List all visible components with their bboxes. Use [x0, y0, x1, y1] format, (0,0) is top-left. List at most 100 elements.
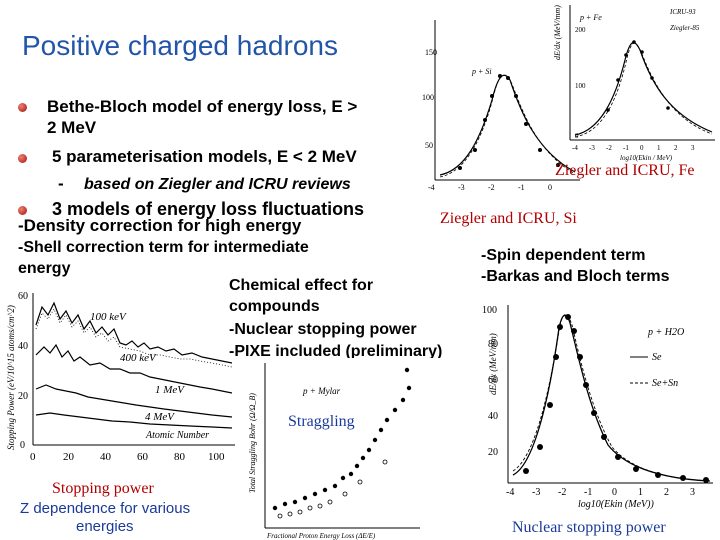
item-chemical-effect: Chemical effect for — [229, 277, 374, 294]
nuclear-curve-dashed — [512, 314, 711, 482]
bullet-bethe-bloch: Bethe-Bloch model of energy loss, E > — [47, 97, 358, 116]
fe-ytick-200: 200 — [575, 26, 586, 34]
bullet-icon — [18, 154, 27, 163]
bullet-parameterisation: 5 parameterisation models, E < 2 MeV — [52, 147, 357, 166]
curve-400kev — [35, 343, 233, 394]
caption-ziegler-icru-si: Ziegler and ICRU, Si — [440, 210, 577, 227]
item-pixe: -PIXE included (preliminary) — [229, 343, 443, 358]
stopping-xtick-40: 40 — [100, 451, 112, 463]
nuclear-legend-se-sn: Se+Sn — [652, 378, 678, 389]
nuclear-xtick-m1: -1 — [584, 487, 592, 498]
plot-si-fe: 150 100 50 -4 -3 -2 -1 0 p + Si dE/dx (M… — [422, 2, 718, 192]
nuclear-xtick-1: 1 — [638, 487, 643, 498]
nuclear-xtick-3: 3 — [690, 487, 695, 498]
nuclear-legend-title: p + H2O — [647, 327, 684, 338]
fe-legend-icru: ICRU-93 — [669, 8, 696, 16]
nuclear-xtick-m2: -2 — [558, 487, 566, 498]
fe-ytick-100: 100 — [575, 82, 586, 90]
straggling-open-points — [277, 459, 388, 519]
si-xtick-m4: -4 — [428, 183, 435, 192]
item-barkas-bloch: -Barkas and Bloch terms — [481, 268, 670, 285]
plot-stopping-power: Stopping Power (eV/10^15 atoms/cm^2) 60 … — [6, 291, 235, 463]
si-legend: p + Si — [471, 67, 492, 76]
nuclear-ytick-100: 100 — [482, 305, 497, 316]
nuclear-points — [523, 314, 709, 483]
plot-nuclear-stopping: dE/dx (MeV/mm) 100 80 60 40 20 -4 -3 -2 … — [482, 305, 713, 510]
fe-xtick-m3: -3 — [589, 144, 595, 152]
fe-legend: p + Fe — [579, 13, 602, 22]
plot-straggling: Total Straggling Bohr (Ω/Ω_B) Fractional… — [248, 363, 420, 540]
nuclear-legend-se: Se — [652, 352, 662, 363]
nuclear-ylabel: dE/dx (MeV/mm) — [488, 333, 498, 395]
si-ytick-100: 100 — [422, 93, 434, 102]
sub-bullet-ziegler-icru: based on Ziegler and ICRU reviews — [84, 176, 351, 193]
stopping-xtick-80: 80 — [174, 451, 186, 463]
plot-si-panel: 150 100 50 -4 -3 -2 -1 0 p + Si — [422, 20, 580, 192]
si-curve-dashed — [439, 75, 576, 178]
nuclear-xtick-m3: -3 — [532, 487, 540, 498]
caption-stopping-power: Stopping power — [52, 480, 154, 497]
straggling-points — [272, 367, 412, 511]
nuclear-ytick-80: 80 — [488, 339, 498, 350]
stopping-xtick-0: 0 — [30, 451, 36, 463]
fe-xtick-1: 1 — [657, 144, 661, 152]
fe-xtick-m2: -2 — [606, 144, 612, 152]
plot-fe-panel: dE/dx (MeV/mm) 200 100 0 p + Fe ICRU-93 … — [553, 2, 718, 162]
si-points — [458, 74, 560, 170]
stopping-xtick-100: 100 — [208, 451, 225, 463]
fe-ylabel: dE/dx (MeV/mm) — [553, 5, 562, 60]
si-curve — [439, 74, 576, 176]
nuclear-xtick-2: 2 — [664, 487, 669, 498]
curve-4mev — [35, 412, 233, 429]
si-ytick-150: 150 — [425, 48, 437, 57]
curve-100kev — [35, 301, 233, 364]
item-shell-correction-cont: energy — [18, 260, 71, 277]
fe-xtick-m1: -1 — [623, 144, 629, 152]
nuclear-xtick-m4: -4 — [506, 487, 514, 498]
stopping-ytick-0: 0 — [20, 440, 25, 451]
nuclear-ytick-20: 20 — [488, 447, 498, 458]
stopping-label-400kev: 400 keV — [120, 352, 157, 364]
item-spin-dependent: -Spin dependent term — [481, 247, 646, 264]
item-nuclear-stopping: -Nuclear stopping power — [229, 321, 417, 338]
fe-curve — [574, 42, 713, 136]
stopping-ytick-20: 20 — [18, 391, 28, 402]
bullet-fluctuations: 3 models of energy loss fluctuations — [52, 199, 365, 219]
curve-1mev — [35, 384, 233, 418]
si-xtick-0: 0 — [548, 183, 552, 192]
stopping-xtick-60: 60 — [137, 451, 149, 463]
fe-ytick-0: 0 — [575, 132, 579, 140]
item-chemical-effect-cont: compounds — [229, 298, 320, 315]
stopping-xtick-20: 20 — [63, 451, 75, 463]
nuclear-ytick-40: 40 — [488, 411, 498, 422]
item-shell-correction: -Shell correction term for intermediate — [18, 239, 309, 256]
nuclear-ytick-60: 60 — [488, 375, 498, 386]
stopping-xlabel: Atomic Number — [145, 430, 209, 441]
fe-xtick-m4: -4 — [572, 144, 578, 152]
bullet-bethe-bloch-cont: 2 MeV — [47, 118, 97, 137]
straggling-xlabel: Fractional Proton Energy Loss (ΔE/E) — [266, 532, 376, 540]
si-xtick-m2: -2 — [488, 183, 495, 192]
si-xtick-m1: -1 — [518, 183, 525, 192]
curve-100kev-dotted — [35, 308, 233, 368]
fe-points — [606, 40, 670, 112]
bullet-icon — [18, 206, 27, 215]
nuclear-xtick-0: 0 — [612, 487, 617, 498]
caption-nuclear-stopping: Nuclear stopping power — [512, 519, 666, 536]
nuclear-curve — [512, 314, 711, 482]
slide-title: Positive charged hadrons — [22, 30, 338, 61]
bullet-icon — [18, 103, 27, 112]
stopping-label-4mev: 4 MeV — [145, 411, 175, 423]
fe-legend-ziegler: Ziegler-85 — [670, 24, 700, 32]
fe-xlabel: log10(Ekin / MeV) — [620, 154, 673, 162]
si-ytick-50: 50 — [425, 141, 433, 150]
sub-bullet-dash: - — [58, 174, 64, 193]
stopping-ytick-40: 40 — [18, 341, 28, 352]
caption-straggling: Straggling — [288, 413, 355, 430]
fe-xtick-2: 2 — [674, 144, 678, 152]
stopping-ylabel: Stopping Power (eV/10^15 atoms/cm^2) — [6, 305, 16, 450]
caption-z-dependence: Z dependence for various — [20, 500, 191, 517]
caption-ziegler-icru-fe: Ziegler and ICRU, Fe — [555, 162, 695, 179]
stopping-ytick-60: 60 — [18, 291, 28, 302]
stopping-label-100kev: 100 keV — [90, 311, 127, 323]
